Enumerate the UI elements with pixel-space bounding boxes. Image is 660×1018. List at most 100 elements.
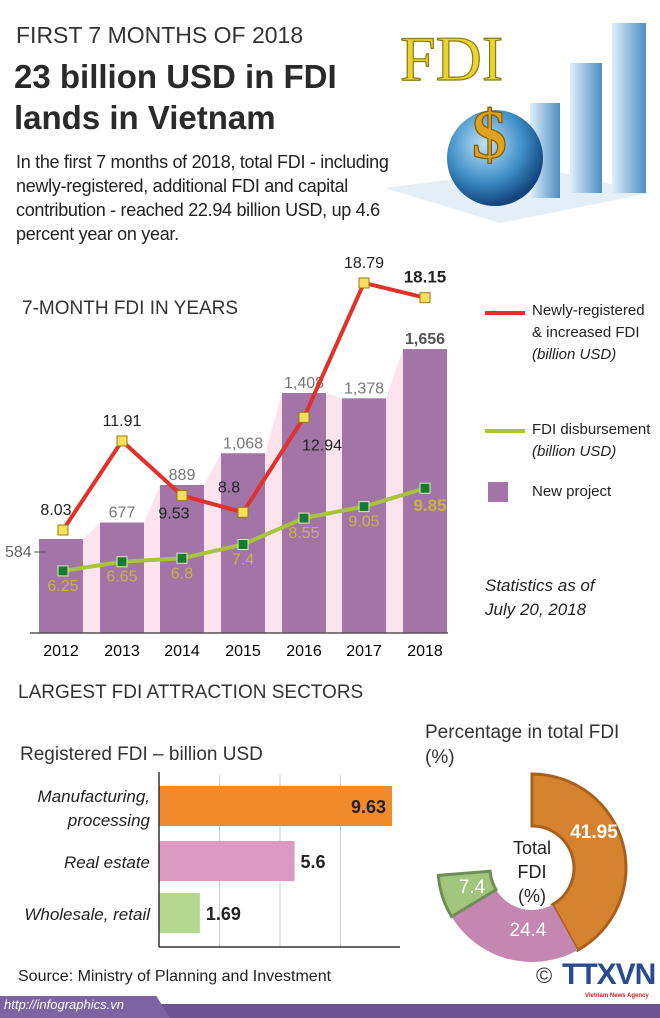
- newly-registered-value-label: 12.94: [302, 437, 342, 454]
- sector-category-label: processing: [67, 811, 151, 830]
- legend-swatch-green-line: [485, 429, 525, 433]
- disbursement-value-label: 6.25: [47, 578, 78, 595]
- x-tick-label: 2012: [43, 643, 79, 660]
- bar-value-label: 1,378: [344, 380, 384, 397]
- point-newly-registered: [237, 506, 249, 518]
- sector-category-label: Real estate: [64, 853, 150, 872]
- disbursement-value-label: 9.85: [413, 496, 446, 515]
- point-fdi-disbursement: [237, 538, 249, 550]
- ttxvn-logo: TTXVN: [562, 958, 656, 991]
- disbursement-value-label: 6.8: [171, 565, 193, 582]
- disbursement-value-label: 7.4: [232, 551, 254, 568]
- sector-value-label: 9.63: [351, 797, 386, 817]
- bar-value-label: 677: [109, 505, 136, 522]
- x-tick-label: 2014: [164, 643, 200, 660]
- donut-center-label: FDI: [518, 862, 547, 882]
- bar-value-label: 1,068: [223, 435, 263, 452]
- disbursement-value-label: 9.05: [348, 514, 379, 531]
- footer-tab: [0, 996, 170, 1018]
- sector-bar: [159, 841, 295, 881]
- x-tick-label: 2013: [104, 643, 140, 660]
- sector-category-label: Manufacturing,: [38, 787, 150, 806]
- registered-fdi-bar-chart: 9.63 Manufacturing, processing 5.6 Real esta…: [24, 772, 400, 948]
- newly-registered-value-label: 8.03: [40, 502, 71, 519]
- disbursement-value-label: 8.55: [288, 525, 319, 542]
- percentage-donut-chart: 41.95 24.4 7.4 Total FDI (%): [436, 772, 628, 962]
- pie-title: Percentage in total FDI (%): [425, 720, 619, 770]
- point-fdi-disbursement: [176, 552, 188, 564]
- newly-registered-value-label: 18.79: [344, 255, 384, 272]
- x-tick-label: 2018: [407, 643, 443, 660]
- illustration-bar: [612, 23, 646, 193]
- legend-swatch-red-line: [485, 311, 525, 315]
- point-newly-registered: [419, 292, 431, 304]
- donut-center-label: (%): [518, 886, 546, 906]
- hbar-title: Registered FDI – billion USD: [20, 744, 263, 765]
- donut-value-label: 41.95: [570, 822, 618, 843]
- bar-connector: [204, 453, 221, 633]
- globe-icon: [447, 110, 543, 206]
- newly-registered-value-label: 11.91: [103, 413, 142, 430]
- legend-label: FDI disbursement: [532, 421, 651, 438]
- source-text: Source: Ministry of Planning and Investm…: [18, 968, 332, 985]
- note-line: July 20, 2018: [485, 600, 587, 619]
- donut-slice: [530, 772, 628, 953]
- legend-swatch-bar: [488, 482, 508, 502]
- headline-line-2: lands in Vietnam: [14, 99, 276, 136]
- headline: 23 billion USD in FDI lands in Vietnam: [14, 56, 337, 138]
- legend-item-disbursement: FDI disbursement (billion USD): [532, 419, 657, 463]
- fdi-logo-text: FDI: [400, 23, 503, 94]
- dollar-icon: $: [472, 97, 507, 174]
- statistics-note: Statistics as of July 20, 2018: [485, 574, 595, 622]
- bar-new-project: [39, 539, 83, 633]
- point-fdi-disbursement: [57, 565, 69, 577]
- point-fdi-disbursement: [116, 556, 128, 568]
- bar-value-label: 1,656: [405, 331, 445, 348]
- pie-title-unit: (%): [425, 747, 455, 768]
- ttxvn-logo-subtext: Vietnam News Agency: [585, 993, 649, 999]
- disbursement-value-label: 6.65: [106, 569, 137, 586]
- donut-center-label: Total: [513, 838, 551, 858]
- legend-label: Newly-registered & increased FDI: [532, 302, 645, 341]
- fdi-illustration: FDI $: [385, 22, 650, 223]
- donut-value-label: 7.4: [459, 877, 486, 898]
- point-fdi-disbursement: [298, 512, 310, 524]
- lead-paragraph: In the first 7 months of 2018, total FDI…: [16, 152, 389, 244]
- bar-value-label: 584: [5, 544, 32, 561]
- illustration-bar: [570, 63, 602, 193]
- point-newly-registered: [358, 277, 370, 289]
- sector-bar: [159, 786, 393, 826]
- sector-category-label: Wholesale, retail: [24, 905, 151, 924]
- donut-slice: [451, 889, 578, 962]
- sectors-heading: LARGEST FDI ATTRACTION SECTORS: [18, 682, 364, 703]
- legend-item-new-project: New project: [532, 483, 612, 500]
- x-tick-label: 2015: [225, 643, 261, 660]
- legend-unit: (billion USD): [532, 346, 617, 363]
- point-fdi-disbursement: [419, 482, 431, 494]
- bar-connector: [83, 522, 100, 633]
- bar-value-label: 889: [169, 467, 196, 484]
- legend-unit: (billion USD): [532, 443, 617, 460]
- x-tick-label: 2017: [346, 643, 382, 660]
- bar-value-label: 1,408: [284, 375, 324, 392]
- headline-line-1: 23 billion USD in FDI: [14, 58, 337, 95]
- chart-title: 7-MONTH FDI IN YEARS: [22, 298, 239, 319]
- x-tick-label: 2016: [286, 643, 322, 660]
- copyright-icon: ©: [536, 963, 553, 988]
- bar-connector: [265, 393, 282, 633]
- newly-registered-value-label: 8.8: [218, 479, 240, 496]
- point-fdi-disbursement: [358, 501, 370, 513]
- bar-new-project: [342, 398, 386, 633]
- donut-slice: [436, 869, 499, 919]
- website-link[interactable]: http://infographics.vn: [4, 997, 124, 1012]
- pie-title-line: Percentage in total FDI: [425, 722, 620, 743]
- newly-registered-value-label: 9.53: [158, 506, 189, 523]
- point-newly-registered: [298, 411, 310, 423]
- sector-value-label: 5.6: [301, 852, 326, 872]
- legend-item-newly-registered: Newly-registered & increased FDI (billio…: [532, 300, 657, 366]
- bar-connector: [386, 349, 403, 633]
- point-newly-registered: [57, 524, 69, 536]
- note-line: Statistics as of: [485, 576, 595, 595]
- bar-new-project: [100, 522, 144, 633]
- donut-value-label: 24.4: [510, 920, 547, 941]
